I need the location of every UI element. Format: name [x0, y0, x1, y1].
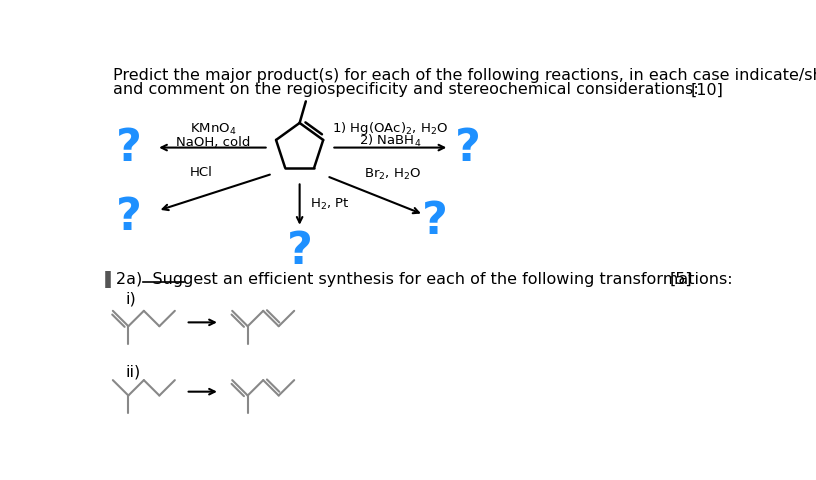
- Text: 2a)  Suggest an efficient synthesis for each of the following transformations:: 2a) Suggest an efficient synthesis for e…: [116, 271, 733, 286]
- Text: ?: ?: [286, 230, 313, 273]
- Text: ?: ?: [116, 196, 142, 239]
- Text: H$_2$, Pt: H$_2$, Pt: [310, 196, 349, 211]
- Text: and comment on the regiospecificity and stereochemical considerations:: and comment on the regiospecificity and …: [113, 82, 698, 97]
- Text: NaOH, cold: NaOH, cold: [175, 135, 250, 148]
- Text: ii): ii): [125, 363, 140, 378]
- Text: ?: ?: [423, 200, 448, 243]
- Text: Predict the major product(s) for each of the following reactions, in each case i: Predict the major product(s) for each of…: [113, 68, 816, 84]
- Text: 2) NaBH$_4$: 2) NaBH$_4$: [359, 132, 422, 148]
- Text: ?: ?: [455, 127, 481, 169]
- Text: KMnO$_4$: KMnO$_4$: [189, 121, 236, 137]
- Text: 1) Hg(OAc)$_2$, H$_2$O: 1) Hg(OAc)$_2$, H$_2$O: [332, 120, 449, 137]
- Text: HCl: HCl: [190, 166, 213, 179]
- Text: [5]: [5]: [670, 271, 693, 286]
- Text: Br$_2$, H$_2$O: Br$_2$, H$_2$O: [364, 167, 421, 182]
- Text: ?: ?: [116, 127, 142, 169]
- Text: i): i): [125, 290, 136, 305]
- Text: [10]: [10]: [691, 82, 724, 97]
